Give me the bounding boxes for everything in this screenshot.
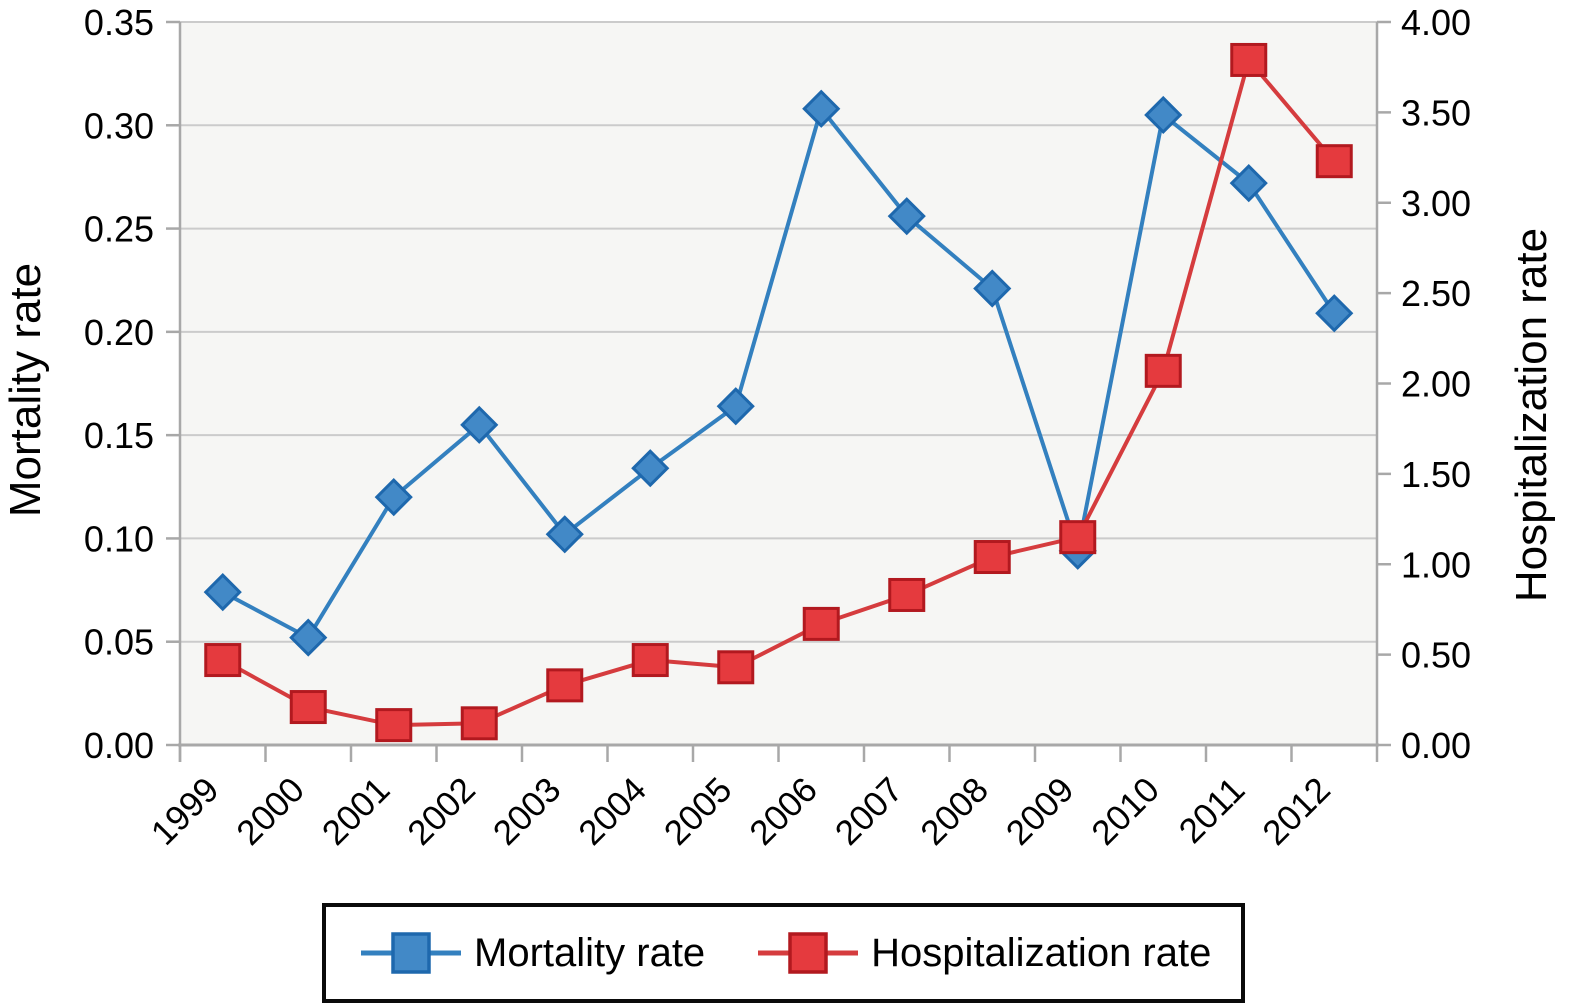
legend-item-mortality: Mortality rate — [360, 930, 705, 976]
x-tick-label-2008: 2008 — [913, 770, 996, 853]
right-tick-label-2.00: 2.00 — [1401, 364, 1471, 405]
marker-hospitalization-2003 — [546, 668, 584, 703]
marker-hospitalization-2004 — [631, 643, 669, 678]
marker-hospitalization-2012 — [1315, 144, 1353, 179]
marker-hospitalization-2005 — [717, 650, 755, 685]
marker-mortality-2007 — [887, 197, 926, 236]
left-tick-label-0.10: 0.10 — [84, 518, 154, 559]
right-tick-label-4.00: 4.00 — [1401, 2, 1471, 43]
right-tick-label-3.00: 3.00 — [1401, 183, 1471, 224]
marker-mortality-2010 — [1144, 95, 1183, 135]
marker-hospitalization-2007 — [888, 577, 926, 612]
marker-mortality-2005 — [716, 387, 755, 426]
left-tick-label-0.05: 0.05 — [84, 622, 154, 663]
x-tick-label-1999: 1999 — [144, 770, 227, 853]
left-tick-label-0.30: 0.30 — [84, 105, 154, 146]
right-tick-label-0.00: 0.00 — [1401, 725, 1471, 766]
legend-item-hospitalization: Hospitalization rate — [757, 930, 1211, 976]
marker-hospitalization-2000 — [289, 690, 327, 725]
marker-hospitalization-2008 — [973, 540, 1011, 575]
left-tick-label-0.15: 0.15 — [84, 415, 154, 456]
left-axis-title: Mortality rate — [1, 262, 50, 518]
mortality-legend-marker-icon — [361, 932, 461, 974]
legend-label-mortality: Mortality rate — [474, 930, 706, 975]
right-tick-label-1.50: 1.50 — [1401, 454, 1471, 495]
left-tick-label-0.00: 0.00 — [84, 725, 154, 766]
x-tick-label-2010: 2010 — [1084, 770, 1167, 853]
x-tick-label-2011: 2011 — [1172, 770, 1253, 851]
left-tick-label-0.25: 0.25 — [84, 209, 154, 250]
marker-hospitalization-2009 — [1059, 520, 1097, 555]
right-tick-label-3.50: 3.50 — [1401, 92, 1471, 133]
marker-mortality-1999 — [203, 573, 242, 612]
marker-mortality-2012 — [1315, 294, 1354, 333]
hospitalization-legend-marker-icon — [758, 932, 859, 974]
legend: Mortality rate Hospitalization rate — [322, 903, 1245, 1003]
marker-hospitalization-2002 — [460, 706, 498, 741]
marker-hospitalization-2006 — [802, 606, 840, 641]
x-tick-label-2000: 2000 — [229, 770, 312, 853]
marker-mortality-2003 — [545, 515, 584, 554]
marker-mortality-2001 — [374, 478, 413, 517]
marker-hospitalization-2001 — [375, 708, 413, 743]
marker-hospitalization-2011 — [1230, 42, 1268, 77]
x-tick-label-2005: 2005 — [657, 770, 740, 853]
right-tick-label-2.50: 2.50 — [1401, 273, 1471, 314]
x-tick-label-2003: 2003 — [486, 770, 569, 853]
x-tick-label-2001: 2001 — [315, 770, 398, 853]
marker-mortality-2000 — [289, 618, 328, 657]
right-axis-title: Hospitalization rate — [1507, 227, 1556, 603]
marker-mortality-2011 — [1229, 164, 1268, 203]
plot-background — [180, 22, 1377, 745]
right-tick-label-0.50: 0.50 — [1401, 635, 1471, 676]
x-tick-label-2012: 2012 — [1255, 770, 1338, 853]
left-tick-label-0.35: 0.35 — [84, 2, 154, 43]
x-tick-label-2004: 2004 — [571, 770, 654, 853]
left-tick-label-0.20: 0.20 — [84, 312, 154, 353]
marker-mortality-2008 — [973, 269, 1012, 308]
marker-hospitalization-1999 — [204, 643, 242, 678]
marker-hospitalization-2010 — [1144, 353, 1182, 388]
marker-mortality-2002 — [460, 405, 499, 444]
right-tick-label-1.00: 1.00 — [1401, 544, 1471, 585]
marker-mortality-2004 — [631, 449, 670, 488]
legend-label-hospitalization: Hospitalization rate — [871, 930, 1212, 975]
mortality-line — [221, 106, 1336, 640]
x-tick-label-2002: 2002 — [400, 770, 483, 853]
x-tick-label-2006: 2006 — [742, 770, 825, 853]
x-tick-label-2009: 2009 — [999, 770, 1082, 853]
marker-mortality-2006 — [802, 89, 841, 128]
x-tick-label-2007: 2007 — [828, 770, 911, 853]
